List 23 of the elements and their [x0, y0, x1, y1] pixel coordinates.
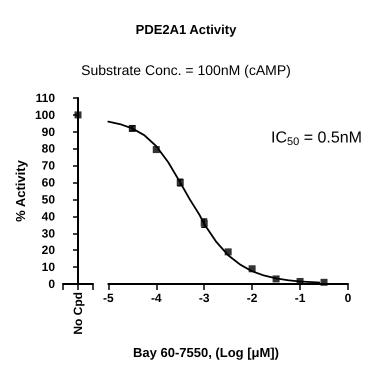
- chart-title: PDE2A1 Activity: [134, 22, 238, 37]
- y-tick-label: 10: [42, 260, 56, 274]
- y-tick-label: 80: [42, 142, 56, 156]
- x-tick-label: 0: [344, 291, 352, 305]
- x-axis-title: Bay 60-7550, (Log [μM]): [132, 345, 280, 360]
- x-tick-label: -3: [198, 291, 210, 305]
- y-tick-label: 110: [36, 91, 56, 105]
- y-tick-label: 50: [42, 192, 56, 206]
- y-tick-label: 0: [48, 277, 56, 291]
- y-axis-title: % Activity: [13, 159, 28, 222]
- x-tick-label: No Cpd: [71, 292, 85, 335]
- y-tick-label: 90: [42, 124, 56, 139]
- x-tick-label: -5: [103, 291, 114, 305]
- x-tick-label: -1: [294, 291, 306, 305]
- y-tick-label: 30: [42, 226, 56, 240]
- y-tick-label: 70: [42, 158, 56, 173]
- x-tick-label: -4: [150, 291, 162, 305]
- y-tick-label: 100: [34, 108, 56, 122]
- y-tick-label: 20: [42, 243, 56, 258]
- x-tick-label: -2: [246, 291, 258, 305]
- y-tick-label: 40: [42, 209, 56, 224]
- y-tick-label: 60: [42, 176, 56, 190]
- chart-subtitle: Substrate Conc. = 100nM (cAMP): [80, 62, 292, 78]
